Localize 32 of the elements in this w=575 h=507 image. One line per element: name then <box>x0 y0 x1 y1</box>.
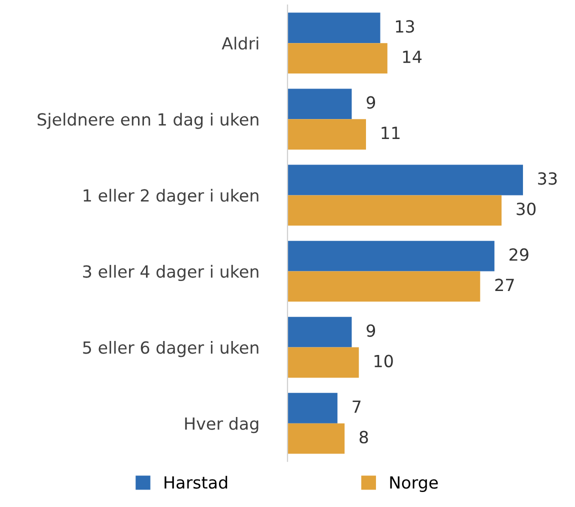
y-tick-label: Aldri <box>222 36 258 50</box>
data-label: 29 <box>510 248 528 261</box>
bar <box>288 347 359 378</box>
data-label: 13 <box>396 20 414 33</box>
data-label: 8 <box>360 430 368 444</box>
bar <box>288 392 338 424</box>
data-label: 33 <box>538 172 557 185</box>
y-tick-label: 3 eller 4 dager i uken <box>83 264 258 282</box>
y-tick-label: Sjeldnere enn 1 dag i uken <box>38 112 258 129</box>
data-label: 27 <box>495 278 514 292</box>
bar <box>288 271 480 302</box>
legend-label: Harstad <box>164 476 228 489</box>
data-label: 9 <box>366 96 376 109</box>
data-label: 9 <box>366 324 376 337</box>
bar <box>288 240 494 272</box>
bar <box>288 88 352 120</box>
bar <box>288 119 366 150</box>
data-label: 11 <box>382 126 400 139</box>
bar <box>288 423 345 454</box>
data-label: 7 <box>352 400 361 413</box>
y-tick-label: Hver dag <box>185 417 258 434</box>
bar <box>288 195 502 226</box>
legend-label: Norge <box>390 476 438 492</box>
bar <box>288 12 380 44</box>
data-label: 10 <box>374 354 393 368</box>
bar <box>288 316 352 348</box>
data-label: 14 <box>403 50 422 63</box>
bar <box>288 164 523 196</box>
bar <box>288 43 388 74</box>
y-tick-label: 5 eller 6 dager i uken <box>83 340 258 358</box>
y-tick-label: 1 eller 2 dager i uken <box>84 188 258 205</box>
data-label: 30 <box>516 202 536 216</box>
